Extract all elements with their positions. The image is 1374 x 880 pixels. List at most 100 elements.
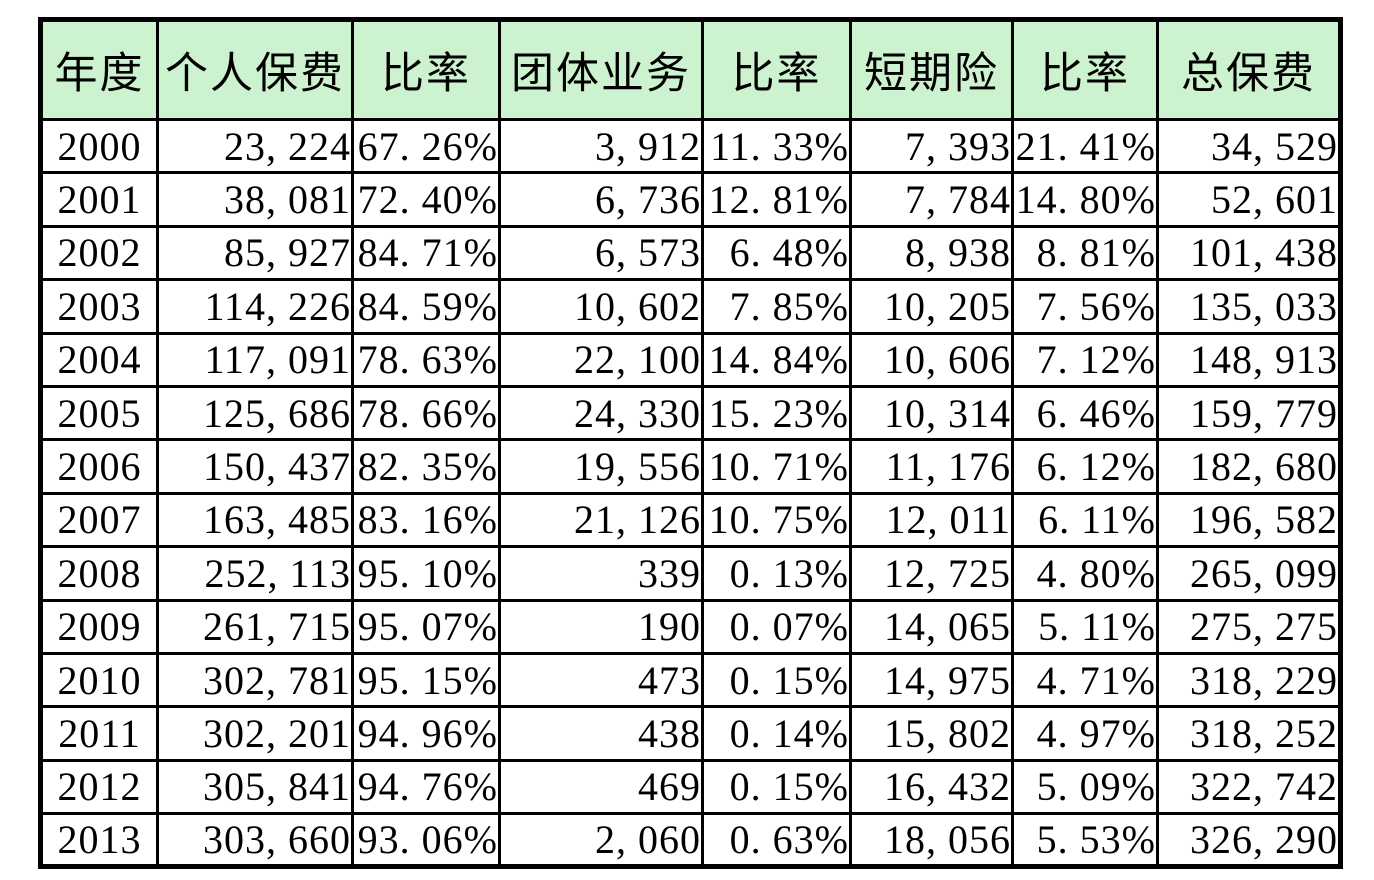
column-header-0: 年度: [39, 18, 159, 121]
table-cell: 5. 53%: [1011, 812, 1159, 869]
table-cell: 196, 582: [1156, 491, 1342, 549]
year-cell: 2013: [39, 812, 159, 869]
table-cell: 10, 205: [849, 278, 1014, 335]
table-cell: 3, 912: [498, 117, 704, 175]
table-cell: 101, 438: [1156, 224, 1342, 282]
table-cell: 24, 330: [498, 384, 704, 442]
table-row: 2002 85, 927 84. 71% 6, 573 6. 48% 8, 938 8. 8…: [39, 224, 1342, 282]
table-cell: 95. 10%: [351, 545, 501, 602]
table-cell: 318, 252: [1156, 705, 1342, 762]
table-cell: 117, 091: [156, 331, 354, 388]
year-cell: 2009: [39, 598, 159, 655]
table-cell: 18, 056: [849, 812, 1014, 869]
table-cell: 6. 11%: [1011, 491, 1159, 549]
table-row: 2001 38, 081 72. 40% 6, 736 12. 81% 7, 784 14.…: [39, 171, 1342, 228]
table-cell: 94. 76%: [351, 758, 501, 816]
table-cell: 182, 680: [1156, 438, 1342, 495]
table-header-row: 年度 个人保费 比率 团体业务 比率 短期险 比率 总保费: [39, 18, 1342, 121]
table-cell: 318, 229: [1156, 651, 1342, 709]
table-cell: 11, 176: [849, 438, 1014, 495]
table-cell: 10, 606: [849, 331, 1014, 388]
table-row: 2011 302, 201 94. 96% 438 0. 14% 15, 802 4. 97…: [39, 705, 1342, 762]
table-cell: 7, 393: [849, 117, 1014, 175]
year-cell: 2004: [39, 331, 159, 388]
table-cell: 0. 07%: [701, 598, 852, 655]
table-cell: 4. 71%: [1011, 651, 1159, 709]
table-cell: 0. 13%: [701, 545, 852, 602]
table-row: 2013 303, 660 93. 06% 2, 060 0. 63% 18, 056 5.…: [39, 812, 1342, 869]
table-cell: 84. 71%: [351, 224, 501, 282]
table-head: 年度 个人保费 比率 团体业务 比率 短期险 比率 总保费: [39, 18, 1342, 121]
table-cell: 125, 686: [156, 384, 354, 442]
table-cell: 0. 15%: [701, 651, 852, 709]
year-cell: 2008: [39, 545, 159, 602]
table-cell: 85, 927: [156, 224, 354, 282]
table-cell: 2, 060: [498, 812, 704, 869]
table-cell: 114, 226: [156, 278, 354, 335]
table-cell: 303, 660: [156, 812, 354, 869]
year-cell: 2006: [39, 438, 159, 495]
table-cell: 10. 75%: [701, 491, 852, 549]
table-cell: 67. 26%: [351, 117, 501, 175]
table-cell: 11. 33%: [701, 117, 852, 175]
table-cell: 14, 975: [849, 651, 1014, 709]
table-body: 2000 23, 224 67. 26% 3, 912 11. 33% 7, 393 21.…: [39, 117, 1342, 869]
table-cell: 22, 100: [498, 331, 704, 388]
table-cell: 14. 80%: [1011, 171, 1159, 228]
table-row: 2005 125, 686 78. 66% 24, 330 15. 23% 10, 314…: [39, 384, 1342, 442]
table-cell: 12, 011: [849, 491, 1014, 549]
table-cell: 159, 779: [1156, 384, 1342, 442]
column-header-7: 总保费: [1156, 18, 1342, 121]
table-cell: 322, 742: [1156, 758, 1342, 816]
table-cell: 7. 85%: [701, 278, 852, 335]
year-cell: 2002: [39, 224, 159, 282]
table-cell: 135, 033: [1156, 278, 1342, 335]
table-cell: 14, 065: [849, 598, 1014, 655]
table-cell: 6. 46%: [1011, 384, 1159, 442]
table-cell: 12, 725: [849, 545, 1014, 602]
table-cell: 38, 081: [156, 171, 354, 228]
table-cell: 6. 48%: [701, 224, 852, 282]
table-cell: 16, 432: [849, 758, 1014, 816]
column-header-1: 个人保费: [156, 18, 354, 121]
table-cell: 21, 126: [498, 491, 704, 549]
table-cell: 7. 12%: [1011, 331, 1159, 388]
table-cell: 84. 59%: [351, 278, 501, 335]
table-cell: 10, 602: [498, 278, 704, 335]
table-cell: 5. 09%: [1011, 758, 1159, 816]
table-cell: 15. 23%: [701, 384, 852, 442]
table-cell: 302, 781: [156, 651, 354, 709]
table-cell: 252, 113: [156, 545, 354, 602]
table-row: 2010 302, 781 95. 15% 473 0. 15% 14, 975 4. 71…: [39, 651, 1342, 709]
table-cell: 78. 63%: [351, 331, 501, 388]
table-cell: 21. 41%: [1011, 117, 1159, 175]
table-cell: 6. 12%: [1011, 438, 1159, 495]
table-cell: 302, 201: [156, 705, 354, 762]
column-header-3: 团体业务: [498, 18, 704, 121]
table-cell: 190: [498, 598, 704, 655]
table-cell: 7, 784: [849, 171, 1014, 228]
table-cell: 52, 601: [1156, 171, 1342, 228]
table-cell: 12. 81%: [701, 171, 852, 228]
table-cell: 275, 275: [1156, 598, 1342, 655]
table-cell: 261, 715: [156, 598, 354, 655]
premium-structure-table: 年度 个人保费 比率 团体业务 比率 短期险 比率 总保费 2000 23, 224 67. 26…: [38, 17, 1343, 870]
table-cell: 339: [498, 545, 704, 602]
table-cell: 0. 14%: [701, 705, 852, 762]
table-row: 2012 305, 841 94. 76% 469 0. 15% 16, 432 5. 09…: [39, 758, 1342, 816]
table-cell: 23, 224: [156, 117, 354, 175]
table-cell: 8. 81%: [1011, 224, 1159, 282]
table-cell: 5. 11%: [1011, 598, 1159, 655]
table-cell: 438: [498, 705, 704, 762]
table-cell: 83. 16%: [351, 491, 501, 549]
table-cell: 0. 15%: [701, 758, 852, 816]
year-cell: 2003: [39, 278, 159, 335]
table-cell: 82. 35%: [351, 438, 501, 495]
year-cell: 2000: [39, 117, 159, 175]
table-row: 2003 114, 226 84. 59% 10, 602 7. 85% 10, 205 7…: [39, 278, 1342, 335]
year-cell: 2001: [39, 171, 159, 228]
table-cell: 305, 841: [156, 758, 354, 816]
table-cell: 72. 40%: [351, 171, 501, 228]
column-header-6: 比率: [1011, 18, 1159, 121]
column-header-2: 比率: [351, 18, 501, 121]
